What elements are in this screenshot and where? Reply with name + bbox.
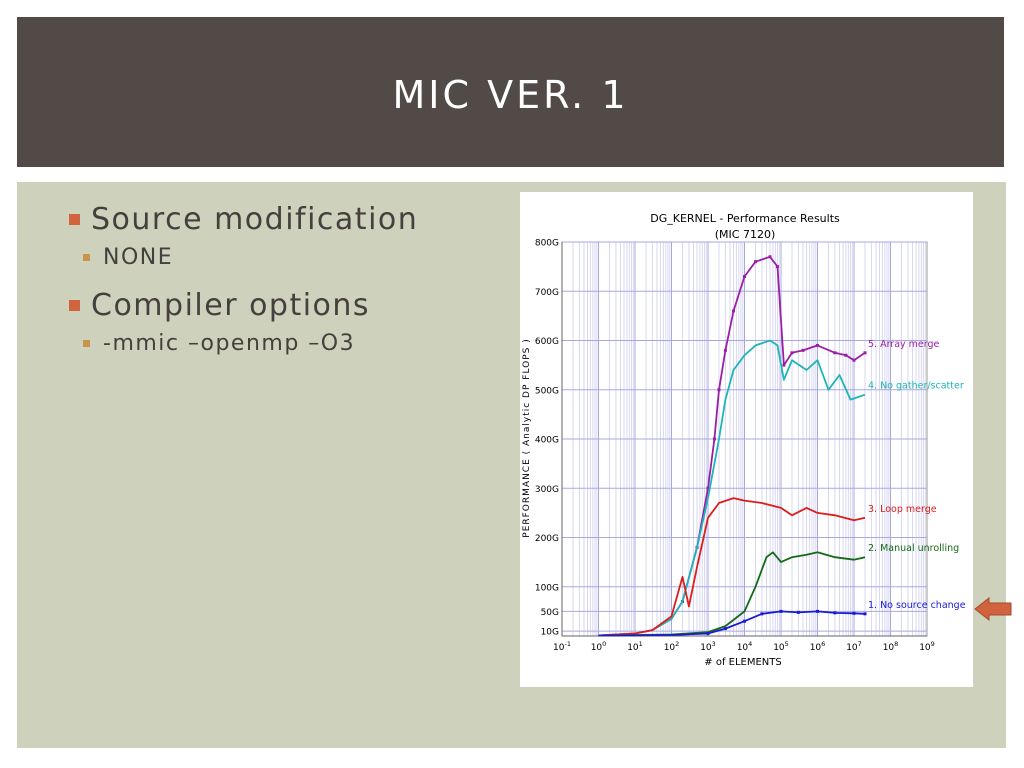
- y-tick-label: 10G: [541, 628, 559, 638]
- x-tick-label: 103: [700, 640, 716, 653]
- x-tick-exponent: 5: [785, 640, 789, 648]
- x-tick-label: 108: [883, 640, 899, 653]
- series-point: [775, 265, 779, 269]
- series-point: [844, 353, 848, 357]
- x-tick-exponent: 3: [712, 640, 716, 648]
- sub-bullet-item: NONE: [69, 244, 418, 272]
- x-tick-label: 102: [664, 640, 680, 653]
- x-tick-exponent: 2: [675, 640, 679, 648]
- sub-bullet-text: -mmic –openmp –O3: [103, 331, 356, 356]
- x-tick-exponent: 4: [748, 640, 752, 648]
- y-tick-label: 600G: [535, 337, 559, 347]
- y-tick-label: 100G: [535, 583, 559, 593]
- x-tick-label: 106: [810, 640, 826, 653]
- sub-bullet-marker: [83, 254, 90, 261]
- x-tick-exponent: 0: [602, 640, 606, 648]
- performance-chart: 10G50G100G200G300G400G500G600G700G800G10…: [522, 212, 966, 668]
- series-point: [723, 348, 727, 352]
- x-tick-label: 101: [627, 640, 643, 653]
- series-point: [706, 486, 710, 490]
- sub-bullet-text: NONE: [103, 245, 174, 270]
- bullet-text: Source modification: [91, 202, 419, 237]
- x-tick-exponent: 6: [821, 640, 825, 648]
- y-axis-title: PERFORMANCE ( Analytic DP FLOPS ): [522, 338, 532, 537]
- bullet-list: Source modification NONE Compiler option…: [69, 202, 418, 374]
- bullet-text: Compiler options: [91, 288, 371, 323]
- x-tick-label: 100: [591, 640, 607, 653]
- series-label: 4. No gather/scatter: [868, 381, 964, 392]
- series-point: [753, 260, 757, 264]
- chart-title: DG_KERNEL - Performance Results: [650, 212, 840, 225]
- bullet-marker: [69, 300, 80, 311]
- series-point: [852, 611, 856, 615]
- series-point: [816, 609, 819, 613]
- series-point: [706, 632, 710, 636]
- series-point: [790, 351, 794, 355]
- y-tick-label: 200G: [535, 534, 559, 544]
- series-point: [743, 274, 746, 278]
- x-tick-label: 105: [773, 640, 789, 653]
- series-point: [732, 309, 736, 313]
- series-point: [743, 619, 746, 623]
- series-label: 1. No source change: [868, 600, 966, 611]
- x-tick-exponent: -1: [564, 640, 570, 648]
- series-label: 2. Manual unrolling: [868, 543, 959, 554]
- x-tick-label: 10-1: [553, 640, 571, 653]
- pointer-arrow-shape: [974, 597, 1012, 621]
- series-label: 5. Array merge: [868, 339, 940, 350]
- series-line: [598, 497, 866, 637]
- slide-title: MIC VER. 1: [392, 73, 629, 117]
- x-tick-exponent: 9: [931, 640, 935, 648]
- series-point: [852, 358, 856, 362]
- sub-bullet-marker: [83, 340, 90, 347]
- x-tick-label: 107: [846, 640, 862, 653]
- series-point: [863, 351, 867, 355]
- series-line: [598, 339, 866, 637]
- series-point: [863, 612, 867, 616]
- x-tick-exponent: 1: [639, 640, 643, 648]
- series-point: [779, 609, 783, 613]
- x-axis-title: # of ELEMENTS: [704, 657, 781, 668]
- series-point: [782, 363, 786, 367]
- series-point: [833, 611, 837, 615]
- y-tick-label: 700G: [535, 288, 559, 298]
- bullet-marker: [69, 214, 80, 225]
- series-point: [723, 627, 727, 631]
- sub-bullet-item: -mmic –openmp –O3: [69, 330, 418, 358]
- series-label: 3. Loop merge: [868, 504, 937, 515]
- chart-subtitle: (MIC 7120): [715, 228, 776, 241]
- series-point: [801, 348, 805, 352]
- series-line: [598, 551, 866, 637]
- y-tick-label: 300G: [535, 485, 559, 495]
- series-point: [717, 388, 721, 392]
- series-point: [796, 610, 800, 614]
- y-tick-label: 400G: [535, 436, 559, 446]
- series-point: [768, 255, 772, 259]
- bullet-item: Source modification: [69, 202, 418, 238]
- y-tick-label: 500G: [535, 386, 559, 396]
- series-point: [816, 343, 819, 347]
- series-point: [712, 437, 716, 441]
- series-point: [760, 612, 764, 616]
- x-tick-exponent: 8: [894, 640, 898, 648]
- x-tick-label: 109: [919, 640, 935, 653]
- x-tick-label: 104: [737, 640, 753, 653]
- y-tick-label: 50G: [541, 608, 559, 618]
- bullet-item: Compiler options: [69, 288, 418, 324]
- title-bar: MIC VER. 1: [17, 17, 1004, 167]
- pointer-arrow-icon: [974, 597, 1012, 621]
- series-point: [833, 351, 837, 355]
- x-tick-exponent: 7: [858, 640, 862, 648]
- y-tick-label: 800G: [535, 239, 559, 249]
- chart-panel: 10G 50G 100G 200G 300G 400G 500G 600G 700G 800G 10…: [520, 192, 973, 687]
